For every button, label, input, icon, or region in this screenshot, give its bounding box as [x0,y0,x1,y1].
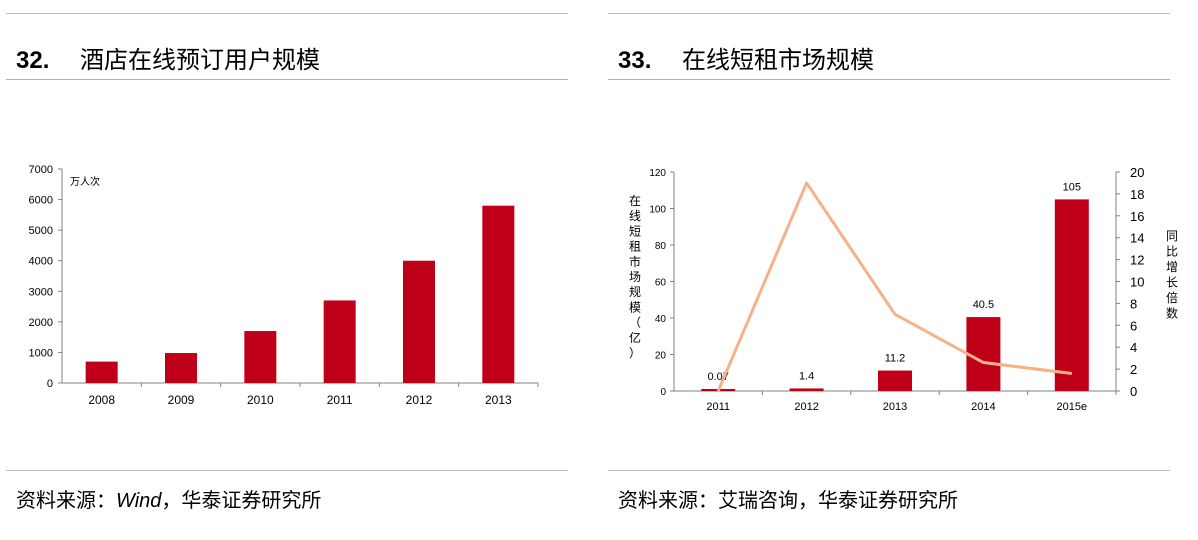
bar [966,317,1001,391]
right-tick-label: 0 [1130,384,1137,399]
right-axis-title-char: 倍 [1166,290,1178,305]
x-tick-label: 2011 [706,401,730,413]
y-tick-label: 6000 [29,195,53,207]
left-tick-label: 40 [655,314,667,325]
left-axis-title-char: 场 [629,270,641,284]
left-axis-title-char: 亿 [629,330,641,345]
bottom-divider [608,470,1170,471]
left-axis-title-char: 线 [629,209,641,223]
x-tick-label: 2009 [168,393,195,407]
x-tick-label: 2013 [883,401,907,413]
x-tick-label: 2013 [485,393,512,407]
y-tick-label: 0 [47,378,53,390]
bar [403,260,435,383]
bar [1054,199,1089,391]
right-tick-label: 12 [1130,253,1144,268]
left-tick-label: 120 [649,168,666,179]
right-tick-label: 4 [1130,340,1137,355]
right-tick-label: 10 [1130,275,1144,290]
right-tick-label: 16 [1130,209,1144,224]
left-axis-title-char: 短 [629,224,641,238]
left-tick-label: 60 [655,278,667,289]
left-tick-label: 100 [649,205,666,216]
right-tick-label: 20 [1130,165,1144,180]
left-panel: 32. 酒店在线预订用户规模 0 1000 2000 3000 4000 5000 6000 7… [6,0,568,540]
source-note: 资料来源：Wind，华泰证券研究所 [16,484,321,513]
left-tick-label: 0 [660,387,666,398]
y-tick-label: 3000 [29,286,53,298]
x-tick-label: 2012 [406,393,433,407]
source-note: 资料来源：艾瑞咨询，华泰证券研究所 [618,484,958,513]
y-tick-label: 2000 [29,317,53,329]
right-axis-title-char: 数 [1166,306,1178,321]
right-axis-title-char: 比 [1166,245,1178,259]
y-tick-label: 7000 [29,164,53,176]
left-axis-title-char: ） [629,346,641,360]
right-axis-title-char: 长 [1166,276,1178,290]
bar [85,361,118,383]
x-tick-label: 2010 [247,393,274,407]
left-axis-title-char: 租 [629,240,641,254]
right-tick-label: 8 [1130,296,1137,311]
figure-title: 在线短租市场规模 [682,47,874,74]
left-axis-title-char: 规 [629,284,641,299]
top-divider [6,13,568,14]
heading-divider [6,79,568,80]
x-tick-label: 2015e [1057,401,1088,413]
figure-title: 酒店在线预订用户规模 [80,47,320,74]
bottom-divider [6,470,568,471]
short-rental-combo-chart: 0 20 40 60 80 100 120 0 2 4 6 8 10 12 14 16 18 20 在线短租市场规模… [629,165,1178,413]
heading-divider [608,79,1170,80]
hotel-users-bar-chart: 0 1000 2000 3000 4000 5000 6000 7000 万人次 2008 2009… [29,164,539,407]
figure-number: 33. [618,47,652,74]
left-axis-title-char: （ [629,316,641,330]
x-tick-label: 2008 [88,393,115,407]
source-italic: Wind [116,490,162,512]
figure-number: 32. [16,47,50,74]
right-axis-title-char: 增 [1166,260,1178,274]
bar-data-label: 105 [1063,181,1081,193]
figure-heading: 33. 在线短租市场规模 [618,40,874,75]
y-tick-label: 4000 [29,256,53,268]
bar [482,205,515,383]
right-axis-title-char: 同 [1166,229,1178,243]
bar [878,370,912,391]
right-tick-label: 6 [1130,318,1137,333]
source-text: 资料来源：艾瑞咨询，华泰证券研究所 [618,490,958,512]
y-tick-label: 1000 [29,347,53,359]
source-prefix: 资料来源： [16,490,116,512]
left-tick-label: 20 [655,351,667,362]
left-axis-title-char: 在 [629,194,641,208]
left-tick-label: 80 [655,241,667,252]
x-tick-label: 2012 [794,401,818,413]
right-tick-label: 2 [1130,362,1137,377]
figure-heading: 32. 酒店在线预订用户规模 [16,40,320,75]
right-tick-label: 18 [1130,187,1144,202]
bar [789,388,824,391]
bar [323,300,356,383]
bar-data-label: 1.4 [799,370,814,382]
top-divider [608,13,1170,14]
bar-data-label: 40.5 [973,299,994,311]
bar [244,331,277,383]
left-axis-title-char: 模 [629,300,641,314]
right-tick-label: 14 [1130,231,1144,246]
y-axis-unit: 万人次 [70,175,100,188]
left-axis-title-char: 市 [629,254,641,269]
x-tick-label: 2014 [971,401,995,413]
x-tick-label: 2011 [327,393,353,407]
bar-data-label: 11.2 [885,353,906,365]
source-suffix: ，华泰证券研究所 [161,490,322,512]
growth-line [716,181,1072,392]
y-tick-label: 5000 [29,225,53,237]
right-panel: 33. 在线短租市场规模 0 20 40 60 80 100 120 0 2 4 6 8 10 12 14 16… [608,0,1178,540]
bar [165,353,197,383]
